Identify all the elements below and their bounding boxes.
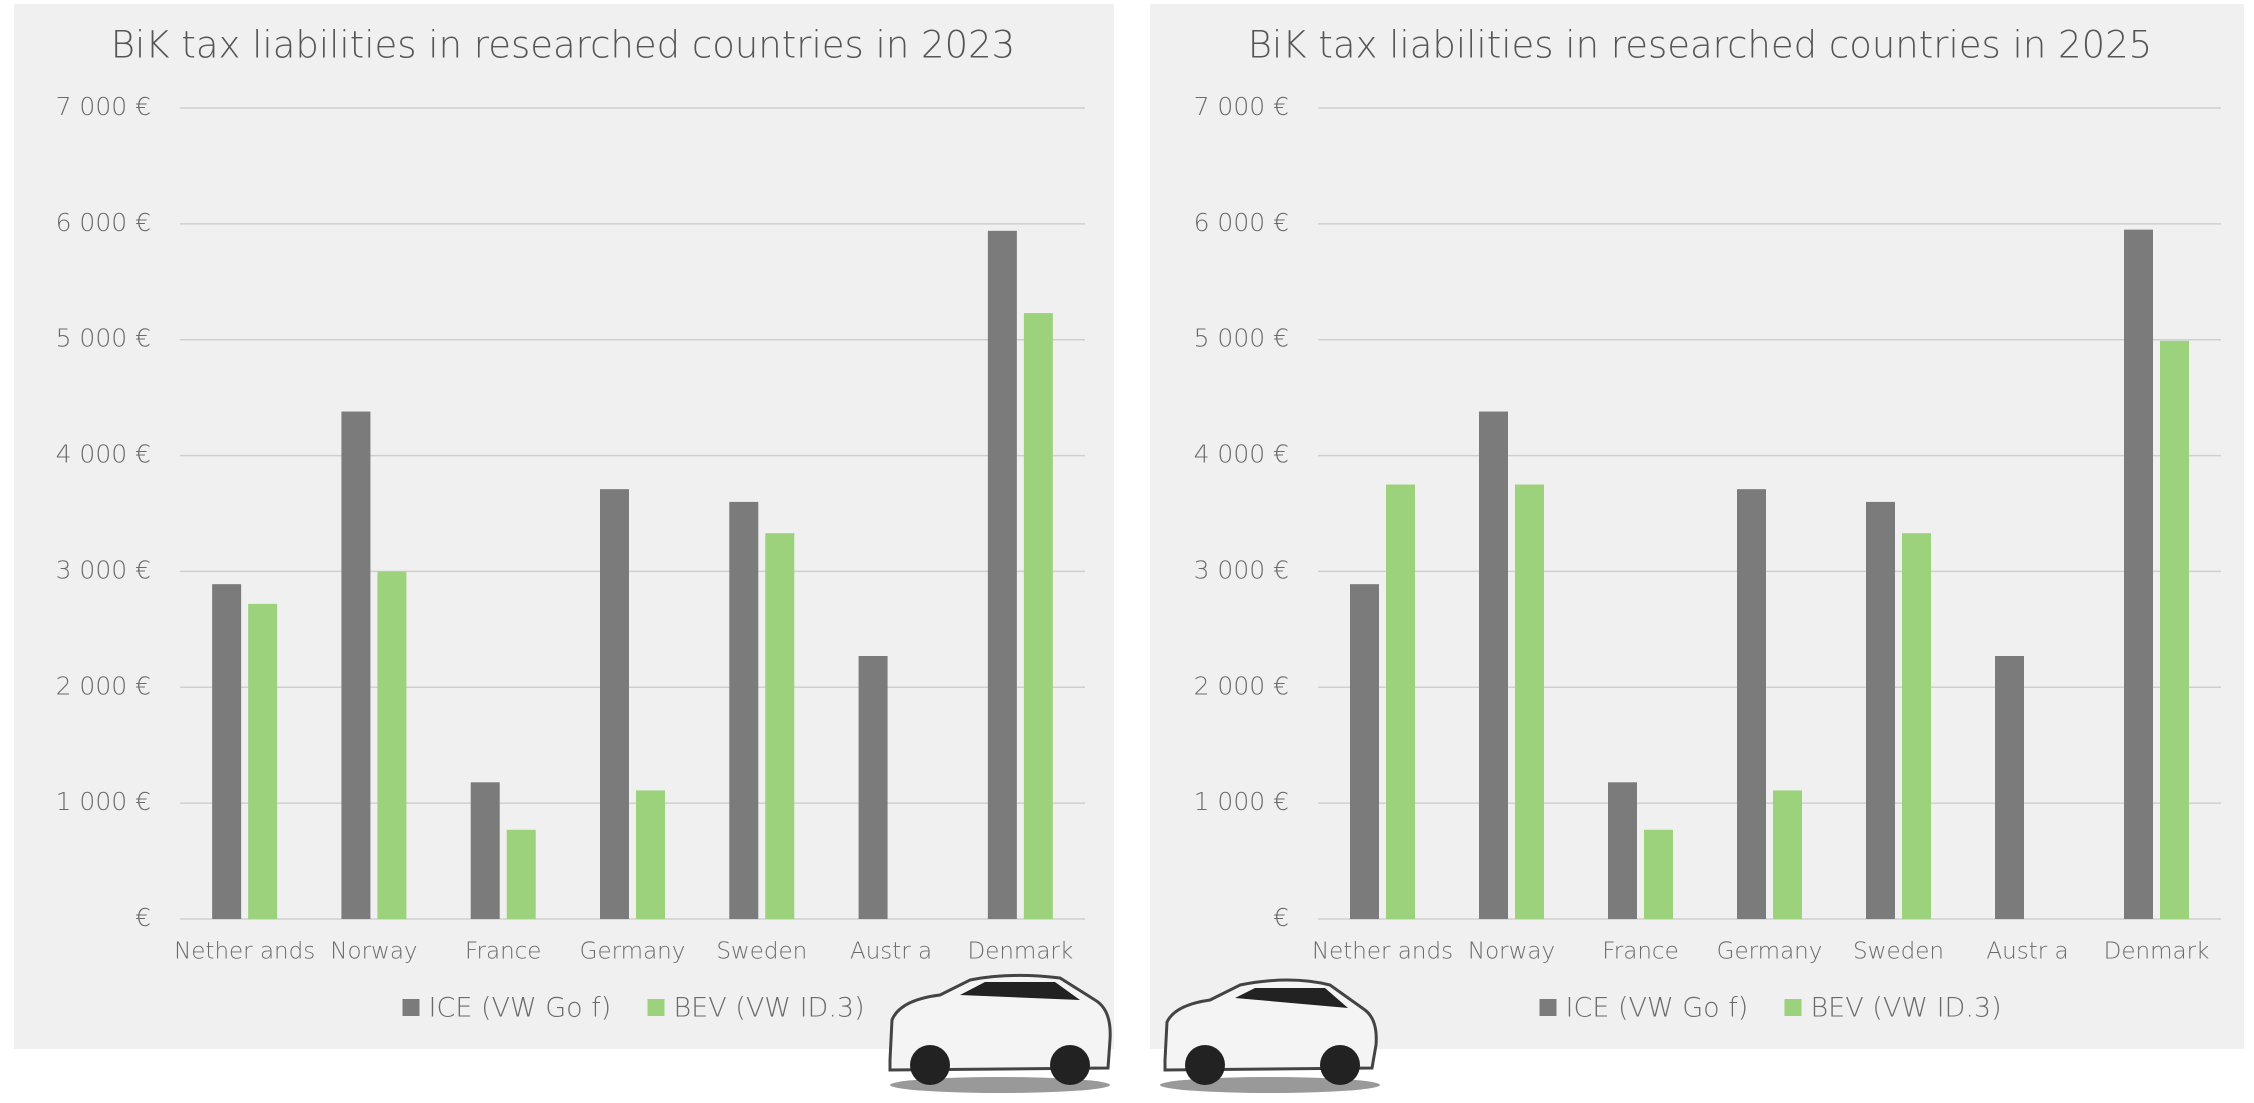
- bar: [1773, 790, 1802, 919]
- y-tick-label: 5 000 €: [56, 324, 151, 353]
- y-tick-label: 5 000 €: [1194, 324, 1289, 353]
- x-tick-label: France: [465, 939, 541, 965]
- x-tick-label: Denmark: [967, 939, 1073, 965]
- x-tick-label: Norway: [1468, 939, 1555, 965]
- x-tick-label: Norway: [330, 939, 417, 965]
- bar: [377, 571, 406, 919]
- bar: [765, 533, 794, 919]
- legend-label: ICE (VW Go f): [429, 993, 612, 1024]
- y-tick-label: 7 000 €: [1194, 92, 1289, 121]
- x-tick-label: France: [1602, 939, 1678, 965]
- bar: [2124, 230, 2153, 919]
- x-tick-label: Nether ands: [174, 939, 315, 965]
- y-tick-label: 2 000 €: [1194, 671, 1289, 700]
- panel-background: [1150, 4, 2244, 1049]
- chart-title: BiK tax liabilities in researched countr…: [111, 24, 1015, 67]
- x-tick-label: Austr a: [1986, 939, 2068, 965]
- y-tick-label: 1 000 €: [56, 787, 151, 816]
- y-tick-label: €: [1273, 903, 1289, 932]
- bar: [2160, 341, 2189, 919]
- y-tick-label: 3 000 €: [56, 555, 151, 584]
- bar: [729, 502, 758, 919]
- bar: [1644, 830, 1673, 919]
- x-tick-label: Denmark: [2104, 939, 2210, 965]
- legend-swatch: [1785, 999, 1802, 1016]
- legend-swatch: [648, 999, 665, 1016]
- bar: [1866, 502, 1895, 919]
- y-tick-label: 4 000 €: [56, 440, 151, 469]
- x-tick-label: Sweden: [716, 939, 807, 965]
- bar: [471, 782, 500, 919]
- bar: [988, 231, 1017, 919]
- y-tick-label: 3 000 €: [1194, 555, 1289, 584]
- legend-swatch: [1540, 999, 1557, 1016]
- bar: [341, 412, 370, 919]
- y-tick-label: 1 000 €: [1194, 787, 1289, 816]
- legend-swatch: [403, 999, 420, 1016]
- bar: [859, 656, 888, 919]
- panel-background: [14, 4, 1114, 1049]
- y-tick-label: 6 000 €: [1194, 208, 1289, 237]
- legend-label: BEV (VW ID.3): [674, 993, 865, 1024]
- legend-label: BEV (VW ID.3): [1811, 993, 2002, 1024]
- bar: [1386, 485, 1415, 919]
- y-tick-label: 4 000 €: [1194, 440, 1289, 469]
- bar: [1024, 313, 1053, 919]
- bar: [600, 489, 629, 919]
- bar: [248, 604, 277, 919]
- bar: [212, 584, 241, 919]
- x-tick-label: Germany: [580, 939, 686, 965]
- bar: [1737, 489, 1766, 919]
- bar: [636, 790, 665, 919]
- bar: [1350, 584, 1379, 919]
- bar: [1608, 782, 1637, 919]
- bar: [1902, 533, 1931, 919]
- bar: [1479, 412, 1508, 919]
- legend-label: ICE (VW Go f): [1566, 993, 1749, 1024]
- page: BiK tax liabilities in researched countr…: [0, 0, 2254, 1103]
- x-tick-label: Germany: [1717, 939, 1823, 965]
- x-tick-label: Sweden: [1853, 939, 1944, 965]
- bar: [1995, 656, 2024, 919]
- y-tick-label: 6 000 €: [56, 208, 151, 237]
- bar: [1515, 485, 1544, 919]
- y-tick-label: 7 000 €: [56, 92, 151, 121]
- bar: [507, 830, 536, 919]
- x-tick-label: Nether ands: [1312, 939, 1453, 965]
- y-tick-label: 2 000 €: [56, 671, 151, 700]
- chart-title: BiK tax liabilities in researched countr…: [1248, 24, 2152, 67]
- x-tick-label: Austr a: [850, 939, 932, 965]
- y-tick-label: €: [135, 903, 151, 932]
